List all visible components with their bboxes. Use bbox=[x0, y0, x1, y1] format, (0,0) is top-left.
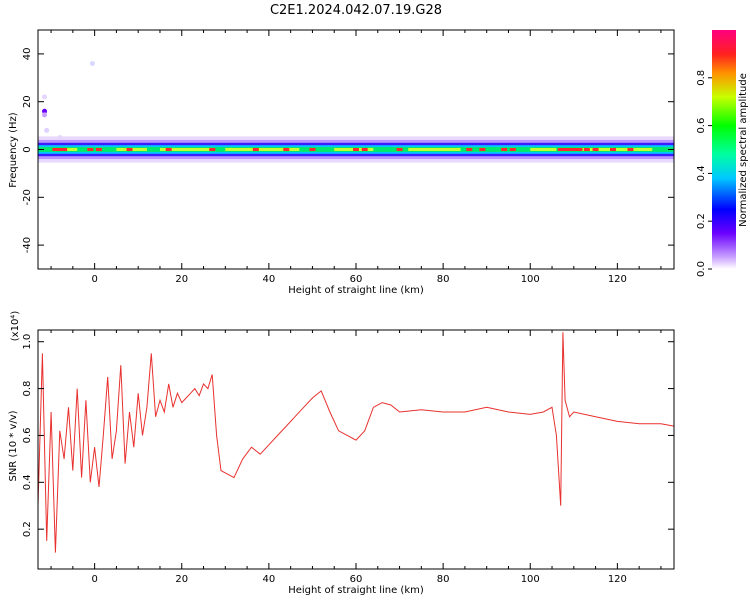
scatter-blob bbox=[89, 60, 95, 66]
spectrogram-x-label: Height of straight line (km) bbox=[288, 285, 424, 296]
hot-spot bbox=[52, 148, 59, 151]
scatter-blob bbox=[42, 112, 48, 118]
hot-spot bbox=[592, 148, 599, 151]
y-tick-label: -20 bbox=[22, 189, 33, 205]
x-tick-label: 80 bbox=[437, 574, 450, 585]
scatter-blob bbox=[57, 135, 63, 141]
hot-spot bbox=[209, 148, 216, 151]
scatter-blob bbox=[44, 127, 50, 133]
hot-spot bbox=[627, 148, 634, 151]
spectrogram-y-label: Frequency (Hz) bbox=[8, 112, 19, 188]
hot-spot bbox=[361, 148, 368, 151]
hot-spot bbox=[165, 148, 172, 151]
y-tick-label: 40 bbox=[22, 48, 33, 61]
x-tick-label: 40 bbox=[263, 574, 276, 585]
y-tick-label: 0.2 bbox=[22, 521, 33, 537]
hot-spot bbox=[126, 148, 133, 151]
snr-scale-label: (x10⁴) bbox=[10, 311, 21, 342]
colorbar-label: Normalized spectral amplitude bbox=[738, 73, 749, 227]
snr-panel: 0 20 40 60 80 100 120 0.2 0.4 0.6 0.8 1.0 Height o… bbox=[8, 311, 675, 596]
colorbar-tick-label: 0.4 bbox=[696, 165, 707, 181]
x-tick-label: 120 bbox=[608, 274, 627, 285]
y-tick-label: -40 bbox=[22, 237, 33, 253]
hot-spot bbox=[353, 148, 359, 151]
colorbar-tick-label: 0.0 bbox=[696, 261, 707, 277]
hot-spot bbox=[87, 148, 94, 151]
hot-spot bbox=[396, 148, 403, 151]
x-tick-label: 60 bbox=[350, 274, 363, 285]
band-core bbox=[582, 148, 653, 151]
y-tick-label: 0.6 bbox=[22, 427, 33, 443]
scatter-blob bbox=[42, 108, 48, 114]
hot-spot bbox=[61, 148, 68, 151]
hot-stretch bbox=[558, 148, 583, 151]
snr-y-label: SNR (10 * v/v) bbox=[8, 410, 19, 481]
snr-y-ticks: 0.2 0.4 0.6 0.8 1.0 bbox=[22, 334, 674, 537]
hot-spot bbox=[252, 148, 259, 151]
hot-spot bbox=[466, 148, 473, 151]
colorbar-tick-label: 0.8 bbox=[696, 70, 707, 86]
hot-spot bbox=[56, 148, 63, 151]
spectrogram-y-ticks: -40 -20 0 20 40 bbox=[22, 48, 674, 253]
colorbar: 0.0 0.2 0.4 0.6 0.8 Normalized spectral ampl… bbox=[696, 30, 749, 277]
y-tick-label: 0.8 bbox=[22, 381, 33, 397]
hot-spot bbox=[95, 148, 102, 151]
x-tick-label: 100 bbox=[521, 574, 540, 585]
colorbar-tick-label: 0.2 bbox=[696, 213, 707, 229]
hot-spot bbox=[583, 148, 590, 151]
snr-series-line bbox=[37, 332, 675, 553]
x-tick-label: 20 bbox=[175, 574, 188, 585]
x-tick-label: 80 bbox=[437, 274, 450, 285]
y-tick-label: 20 bbox=[22, 95, 33, 108]
hot-spot bbox=[501, 148, 508, 151]
y-tick-label: 1.0 bbox=[22, 334, 33, 350]
band-core bbox=[530, 148, 557, 151]
scatter-blob bbox=[42, 94, 48, 100]
spectrogram-x-ticks: 0 20 40 60 80 100 120 bbox=[50, 30, 662, 285]
snr-x-label: Height of straight line (km) bbox=[288, 585, 424, 596]
x-tick-label: 0 bbox=[91, 574, 97, 585]
hot-spot bbox=[309, 148, 316, 151]
x-tick-label: 0 bbox=[91, 274, 97, 285]
hot-spot bbox=[610, 148, 617, 151]
y-tick-label: 0.4 bbox=[22, 474, 33, 490]
chart-title: C2E1.2024.042.07.19.G28 bbox=[270, 3, 442, 18]
y-tick-label: 0 bbox=[22, 146, 33, 152]
colorbar-tick-label: 0.6 bbox=[696, 118, 707, 134]
snr-x-ticks: 0 20 40 60 80 100 120 bbox=[50, 330, 662, 585]
band-core bbox=[225, 148, 300, 151]
colorbar-gradient bbox=[712, 30, 736, 269]
hot-spot bbox=[283, 148, 290, 151]
band-core bbox=[159, 148, 213, 151]
hot-spot bbox=[509, 148, 516, 151]
hot-spot bbox=[479, 148, 486, 151]
x-tick-label: 40 bbox=[263, 274, 276, 285]
x-tick-label: 60 bbox=[350, 574, 363, 585]
x-tick-label: 100 bbox=[521, 274, 540, 285]
snr-frame bbox=[37, 329, 675, 570]
spectrogram-band bbox=[38, 60, 674, 163]
colorbar-ticks: 0.0 0.2 0.4 0.6 0.8 bbox=[696, 70, 712, 277]
band-core bbox=[408, 148, 461, 151]
spectrogram-panel: 0 20 40 60 80 100 120 -40 -20 0 20 40 Height of st… bbox=[8, 29, 675, 296]
x-tick-label: 120 bbox=[608, 574, 627, 585]
x-tick-label: 20 bbox=[175, 274, 188, 285]
